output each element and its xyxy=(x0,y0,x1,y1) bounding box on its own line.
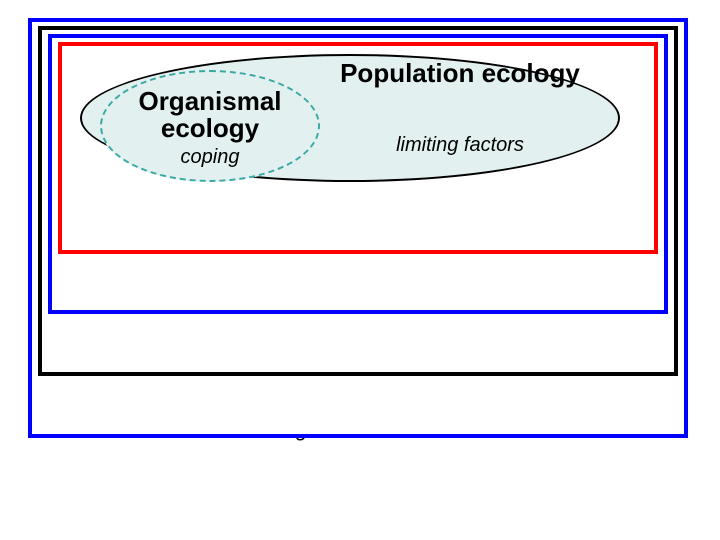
organismal-title: Organismal ecology xyxy=(118,88,302,143)
population-subtitle: limiting factors xyxy=(320,134,600,157)
ecology-hierarchy-diagram: Biosphere ecology global effects Landsca… xyxy=(0,0,720,540)
population-title: Population ecology xyxy=(320,60,600,87)
organismal-subtitle: coping xyxy=(118,146,302,169)
